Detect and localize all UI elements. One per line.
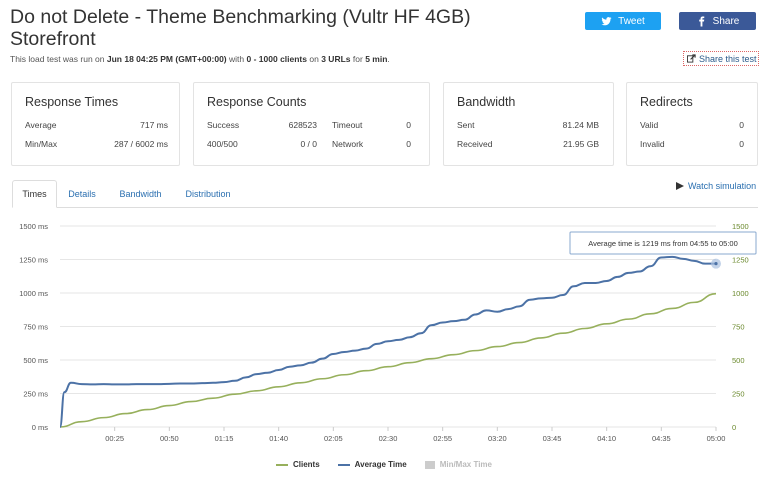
legend-average-time[interactable]: Average Time [337, 460, 407, 469]
average-value: 717 ms [140, 120, 168, 130]
share-arrow-icon [687, 54, 696, 63]
y-tick-label-right: 1000 [732, 289, 749, 298]
legend-minmax-label: Min/Max Time [439, 460, 492, 469]
response-counts-title: Response Counts [207, 95, 307, 109]
success-label: Success [207, 120, 240, 130]
x-tick-label: 04:10 [597, 434, 616, 443]
y-tick-label-right: 500 [732, 356, 745, 365]
valid-label: Valid [640, 120, 659, 130]
hover-marker-dot [714, 262, 718, 266]
minmax-value: 287 / 6002 ms [114, 139, 168, 149]
watch-simulation-label: Watch simulation [688, 181, 757, 191]
page-title: Do not Delete - Theme Benchmarking (Vult… [10, 6, 471, 50]
average-time-series-line [59, 255, 716, 428]
timeout-label: Timeout [332, 120, 363, 130]
errors-value: 0 / 0 [300, 139, 317, 149]
y-tick-label-right: 1250 [732, 256, 749, 265]
legend-average-label: Average Time [354, 460, 407, 469]
redirects-title: Redirects [640, 95, 693, 109]
x-tick-label: 00:25 [105, 434, 124, 443]
sent-value: 81.24 MB [562, 120, 599, 130]
y-tick-label-left: 250 ms [23, 390, 48, 399]
clients-series-line [59, 292, 717, 428]
chart-legend: Clients Average Time Min/Max Time [0, 460, 768, 469]
share-this-test-label: Share this test [699, 53, 757, 64]
response-times-title: Response Times [25, 95, 119, 109]
x-tick-label: 05:00 [707, 434, 726, 443]
invalid-value: 0 [739, 139, 744, 149]
average-label: Average [25, 120, 57, 130]
valid-value: 0 [739, 120, 744, 130]
clients-swatch [275, 463, 288, 466]
x-tick-label: 03:20 [488, 434, 507, 443]
test-summary: This load test was run on Jun 18 04:25 P… [10, 54, 390, 64]
facebook-icon [698, 15, 704, 27]
legend-minmax-time[interactable]: Min/Max Time [424, 460, 492, 469]
x-tick-label: 02:30 [379, 434, 398, 443]
bandwidth-card: Bandwidth Sent 81.24 MB Received 21.95 G… [443, 82, 614, 166]
bandwidth-title: Bandwidth [457, 95, 516, 109]
tweet-label: Tweet [618, 15, 645, 27]
legend-clients-label: Clients [292, 460, 320, 469]
y-tick-label-left: 1500 ms [19, 222, 48, 231]
invalid-label: Invalid [640, 139, 665, 149]
tab-times[interactable]: Times [12, 180, 57, 208]
twitter-bird-icon [601, 16, 612, 25]
y-tick-label-left: 750 ms [23, 323, 48, 332]
y-tick-label-left: 0 ms [32, 423, 49, 432]
share-label: Share [712, 15, 740, 27]
tooltip-text: Average time is 1219 ms from 04:55 to 05… [588, 239, 738, 248]
minmax-swatch [424, 460, 435, 469]
x-tick-label: 01:40 [269, 434, 288, 443]
x-tick-label: 03:45 [543, 434, 562, 443]
x-tick-label: 04:35 [652, 434, 671, 443]
y-tick-label-right: 250 [732, 390, 745, 399]
y-tick-label-right: 0 [732, 423, 736, 432]
tab-details[interactable]: Details [68, 189, 96, 199]
tab-distribution[interactable]: Distribution [185, 189, 231, 199]
network-label: Network [332, 139, 364, 149]
x-tick-label: 00:50 [160, 434, 179, 443]
network-value: 0 [406, 139, 411, 149]
response-times-chart: 0 ms 0 250 ms 250 500 ms 500 750 ms 750 1000 ms 1… [19, 222, 757, 443]
average-swatch [337, 463, 350, 466]
timeout-value: 0 [406, 120, 411, 130]
y-tick-label-left: 1000 ms [19, 289, 48, 298]
response-times-card: Response Times Average 717 ms Min/Max 28… [11, 82, 180, 166]
response-counts-card: Response Counts Success 628523 Timeout 0… [193, 82, 430, 166]
received-label: Received [457, 139, 493, 149]
play-icon [676, 182, 684, 190]
minmax-label: Min/Max [25, 139, 58, 149]
x-tick-label: 02:05 [324, 434, 343, 443]
received-value: 21.95 GB [563, 139, 599, 149]
y-tick-label-left: 1250 ms [19, 256, 48, 265]
tab-bandwidth[interactable]: Bandwidth [119, 189, 162, 199]
sent-label: Sent [457, 120, 475, 130]
y-tick-label-right: 750 [732, 323, 745, 332]
success-value: 628523 [288, 120, 317, 130]
chart-tabs: Times Details Bandwidth Distribution [12, 180, 758, 208]
facebook-share-button[interactable]: Share [679, 12, 756, 30]
x-tick-label: 02:55 [433, 434, 452, 443]
legend-clients[interactable]: Clients [275, 460, 320, 469]
y-tick-label-right: 1500 [732, 222, 749, 231]
tooltip-box [569, 231, 757, 255]
errors-label: 400/500 [207, 139, 238, 149]
tweet-button[interactable]: Tweet [585, 12, 661, 30]
redirects-card: Redirects Valid 0 Invalid 0 [626, 82, 758, 166]
share-this-test-link[interactable]: Share this test [683, 51, 759, 66]
x-tick-label: 01:15 [215, 434, 234, 443]
y-tick-label-left: 500 ms [23, 356, 48, 365]
watch-simulation-link[interactable]: Watch simulation [676, 181, 756, 191]
